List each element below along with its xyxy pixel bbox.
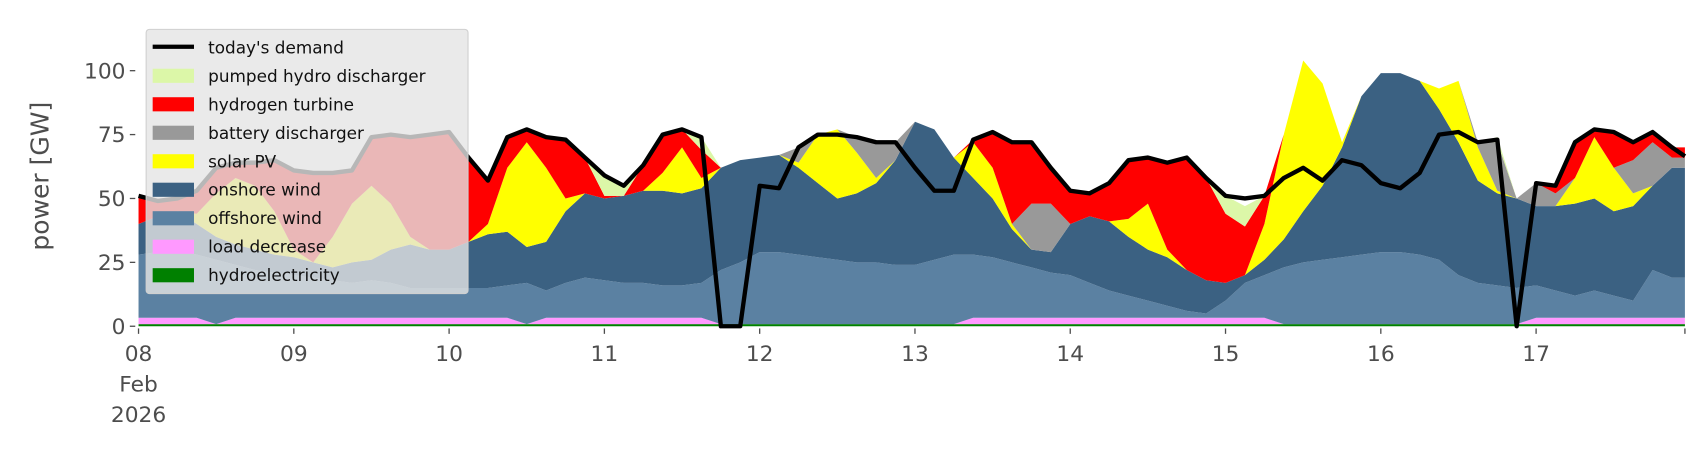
y-tick-label: 100 bbox=[84, 59, 125, 84]
legend-label: hydroelectricity bbox=[208, 265, 340, 285]
legend-swatch bbox=[152, 211, 194, 226]
legend-label: offshore wind bbox=[208, 208, 322, 228]
area-onshore-wind bbox=[138, 73, 1685, 314]
x-tick-label: 16 bbox=[1367, 342, 1395, 367]
x-tick-label: 09 bbox=[280, 342, 308, 367]
legend-swatch bbox=[152, 239, 194, 254]
legend-label: today's demand bbox=[208, 37, 344, 57]
x-tick-label: 11 bbox=[591, 342, 619, 367]
x-tick-label: 14 bbox=[1056, 342, 1084, 367]
x-tick-label: Feb bbox=[119, 372, 157, 397]
x-tick-label: 2026 bbox=[111, 403, 166, 428]
legend-swatch bbox=[152, 97, 194, 112]
legend-swatch bbox=[152, 68, 194, 83]
legend-label: load decrease bbox=[208, 237, 326, 257]
legend-swatch bbox=[152, 125, 194, 140]
x-tick-label: 12 bbox=[746, 342, 774, 367]
legend-swatch bbox=[152, 154, 194, 169]
y-tick-label: 0 bbox=[112, 315, 126, 340]
area-load-decrease bbox=[138, 317, 1685, 325]
legend-label: pumped hydro discharger bbox=[208, 66, 426, 86]
legend: today's demand pumped hydro discharger hyd… bbox=[145, 28, 469, 295]
legend-box bbox=[145, 28, 469, 295]
y-axis-label: power [GW] bbox=[25, 102, 54, 251]
x-axis: 08 Feb 2026 09 10 11 12 13 14 15 16 17 bbox=[111, 328, 1686, 428]
y-tick-label: 75 bbox=[98, 123, 126, 148]
legend-label: hydrogen turbine bbox=[208, 94, 354, 114]
y-tick-label: 50 bbox=[98, 187, 126, 212]
area-hydroelectricity bbox=[138, 324, 1685, 327]
legend-label: battery discharger bbox=[208, 123, 364, 143]
x-tick-label: 10 bbox=[435, 342, 463, 367]
area-offshore-wind bbox=[138, 249, 1685, 325]
x-tick-label: 17 bbox=[1522, 342, 1550, 367]
y-tick-label: 25 bbox=[98, 251, 126, 276]
x-tick-label: 08 bbox=[125, 342, 153, 367]
legend-label: onshore wind bbox=[208, 180, 321, 200]
area-solar-pv bbox=[138, 60, 1685, 283]
x-tick-label: 13 bbox=[901, 342, 929, 367]
x-tick-label: 15 bbox=[1212, 342, 1240, 367]
legend-swatch bbox=[152, 268, 194, 283]
y-axis: 0 25 50 75 100 bbox=[84, 59, 136, 340]
legend-label: solar PV bbox=[208, 151, 277, 171]
legend-swatch bbox=[152, 182, 194, 197]
